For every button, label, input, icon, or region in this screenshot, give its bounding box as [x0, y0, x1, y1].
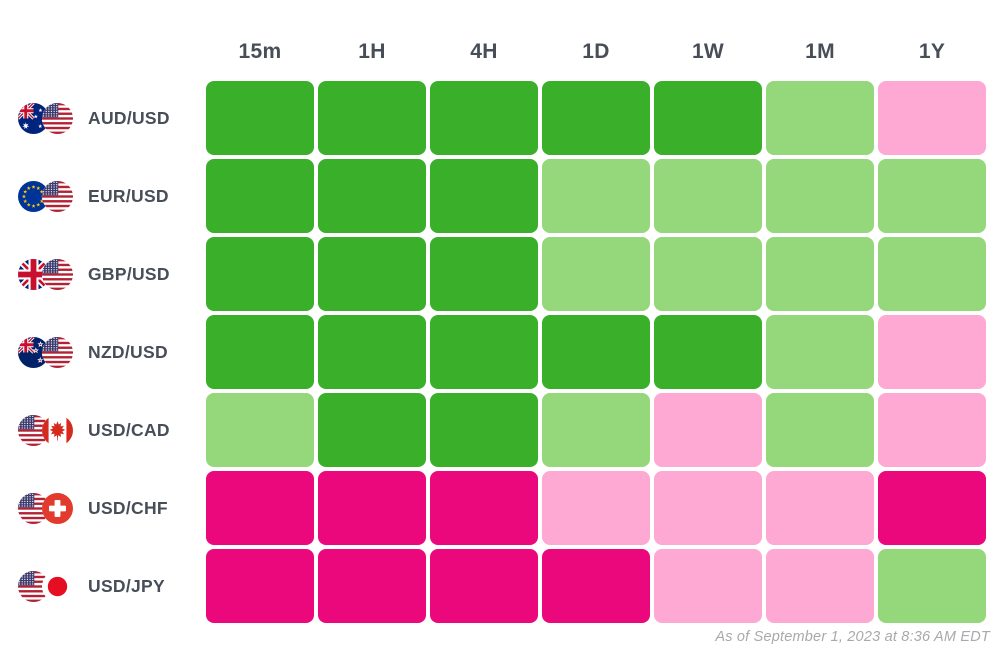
- heatmap-cell-usd-jpy-1h: [318, 549, 426, 623]
- us-flag-icon: [42, 180, 73, 212]
- us-flag-icon: [42, 336, 73, 368]
- heatmap-cell-eur-usd-4h: [430, 159, 538, 233]
- flag-pair-eur-usd: [18, 180, 73, 212]
- heatmap-cell-aud-usd-15m: [206, 81, 314, 155]
- pair-label: GBP/USD: [88, 263, 170, 284]
- heatmap-cell-usd-jpy-1w: [654, 549, 762, 623]
- heatmap-cell-nzd-usd-1w: [654, 315, 762, 389]
- heatmap-cell-usd-jpy-1m: [766, 549, 874, 623]
- flag-pair-usd-chf: [18, 492, 73, 524]
- heatmap-cell-usd-chf-1m: [766, 471, 874, 545]
- heatmap-cell-gbp-usd-1m: [766, 237, 874, 311]
- pair-label: NZD/USD: [88, 341, 168, 362]
- switzerland-flag-icon: [42, 492, 73, 524]
- heatmap-cell-usd-chf-1w: [654, 471, 762, 545]
- column-header-label: 1Y: [918, 40, 946, 63]
- grid-corner-spacer: [0, 0, 202, 77]
- heatmap-cell-usd-cad-1h: [318, 393, 426, 467]
- us-flag-icon: [42, 258, 73, 290]
- canada-flag-icon: [42, 414, 73, 446]
- column-header-4h: 4H: [430, 0, 538, 77]
- heatmap-cell-aud-usd-4h: [430, 81, 538, 155]
- us-flag-icon: [42, 102, 73, 134]
- new-zealand-flag-icon: [18, 336, 49, 368]
- heatmap-cell-eur-usd-1h: [318, 159, 426, 233]
- heatmap-cell-eur-usd-1y: [878, 159, 986, 233]
- heatmap-cell-usd-jpy-1y: [878, 549, 986, 623]
- heatmap-cell-usd-jpy-15m: [206, 549, 314, 623]
- heatmap-cell-eur-usd-1w: [654, 159, 762, 233]
- flag-pair-nzd-usd: [18, 336, 73, 368]
- column-header-1m: 1M: [766, 0, 874, 77]
- row-label-usd-jpy: USD/JPY: [0, 549, 202, 623]
- heatmap-cell-nzd-usd-1d: [542, 315, 650, 389]
- column-header-label: 1W: [691, 40, 725, 63]
- column-header-label: 1H: [358, 40, 386, 63]
- heatmap-cell-usd-cad-4h: [430, 393, 538, 467]
- heatmap-cell-usd-cad-15m: [206, 393, 314, 467]
- timestamp-note: As of September 1, 2023 at 8:36 AM EDT: [715, 629, 990, 645]
- flag-pair-usd-jpy: [18, 570, 73, 602]
- heatmap-cell-gbp-usd-15m: [206, 237, 314, 311]
- heatmap-cell-nzd-usd-4h: [430, 315, 538, 389]
- column-header-1h: 1H: [318, 0, 426, 77]
- column-header-label: 1D: [582, 40, 610, 63]
- heatmap-cell-usd-cad-1m: [766, 393, 874, 467]
- heatmap-cell-gbp-usd-1d: [542, 237, 650, 311]
- heatmap-cell-eur-usd-1m: [766, 159, 874, 233]
- column-header-label: 4H: [470, 40, 498, 63]
- pair-label: USD/JPY: [88, 575, 165, 596]
- pair-label: EUR/USD: [88, 185, 169, 206]
- heatmap-cell-eur-usd-15m: [206, 159, 314, 233]
- heatmap-cell-usd-chf-1y: [878, 471, 986, 545]
- heatmap-cell-aud-usd-1y: [878, 81, 986, 155]
- heatmap-cell-eur-usd-1d: [542, 159, 650, 233]
- heatmap-cell-usd-chf-4h: [430, 471, 538, 545]
- flag-pair-aud-usd: [18, 102, 73, 134]
- pair-label: USD/CAD: [88, 419, 170, 440]
- heatmap-grid: 15m 1H 4H 1D 1W 1M 1Y AUD/USD EUR/USD GBP/USD NZD/…: [0, 0, 986, 623]
- heatmap-cell-usd-chf-1d: [542, 471, 650, 545]
- column-header-15m: 15m: [206, 0, 314, 77]
- heatmap-cell-usd-jpy-1d: [542, 549, 650, 623]
- column-header-1d: 1D: [542, 0, 650, 77]
- japan-flag-icon: [42, 570, 73, 602]
- heatmap-cell-aud-usd-1h: [318, 81, 426, 155]
- heatmap-cell-gbp-usd-1y: [878, 237, 986, 311]
- heatmap-cell-aud-usd-1w: [654, 81, 762, 155]
- heatmap-cell-gbp-usd-1h: [318, 237, 426, 311]
- flag-pair-gbp-usd: [18, 258, 73, 290]
- row-label-usd-cad: USD/CAD: [0, 393, 202, 467]
- heatmap-cell-nzd-usd-1h: [318, 315, 426, 389]
- heatmap-cell-usd-cad-1d: [542, 393, 650, 467]
- heatmap-cell-gbp-usd-4h: [430, 237, 538, 311]
- heatmap-cell-nzd-usd-1y: [878, 315, 986, 389]
- flag-pair-usd-cad: [18, 414, 73, 446]
- heatmap-cell-gbp-usd-1w: [654, 237, 762, 311]
- pair-label: USD/CHF: [88, 497, 168, 518]
- row-label-usd-chf: USD/CHF: [0, 471, 202, 545]
- column-header-label: 1M: [805, 40, 835, 63]
- row-label-aud-usd: AUD/USD: [0, 81, 202, 155]
- heatmap-cell-nzd-usd-15m: [206, 315, 314, 389]
- row-label-nzd-usd: NZD/USD: [0, 315, 202, 389]
- heatmap-cell-nzd-usd-1m: [766, 315, 874, 389]
- row-label-gbp-usd: GBP/USD: [0, 237, 202, 311]
- heatmap-cell-aud-usd-1m: [766, 81, 874, 155]
- pair-label: AUD/USD: [88, 107, 170, 128]
- heatmap-cell-usd-jpy-4h: [430, 549, 538, 623]
- heatmap-cell-usd-cad-1y: [878, 393, 986, 467]
- heatmap-cell-usd-chf-1h: [318, 471, 426, 545]
- column-header-1w: 1W: [654, 0, 762, 77]
- row-label-eur-usd: EUR/USD: [0, 159, 202, 233]
- heatmap-cell-aud-usd-1d: [542, 81, 650, 155]
- column-header-label: 15m: [238, 40, 282, 63]
- heatmap-cell-usd-chf-15m: [206, 471, 314, 545]
- heatmap-cell-usd-cad-1w: [654, 393, 762, 467]
- column-header-1y: 1Y: [878, 0, 986, 77]
